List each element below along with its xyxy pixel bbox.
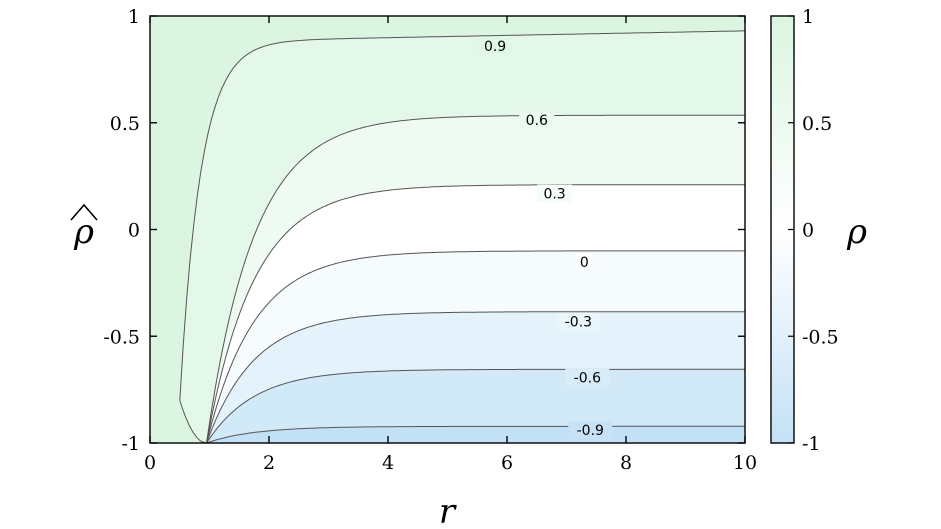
contour-label: -0.3 [565, 315, 592, 331]
contour-fills [150, 16, 745, 443]
colorbar-tick-label: -1 [802, 433, 821, 455]
y-tick-label: 0 [128, 220, 140, 242]
hat-accent [70, 203, 98, 221]
x-axis-title: r [439, 492, 457, 529]
contour-label: 0 [580, 255, 589, 271]
contour-label: 0.6 [526, 113, 548, 129]
plot-area: 0.9 0.6 0.3 0 -0.3 -0.6 -0.9 [150, 16, 745, 443]
contour-label-bg [537, 184, 573, 203]
y-axis-ticks: 1 0.5 0 -0.5 -1 [103, 6, 745, 455]
svg-text:ρ: ρ [73, 212, 94, 252]
contour-label-bg [519, 111, 555, 130]
contour-line [205, 368, 745, 443]
contour-label: -0.9 [577, 423, 604, 439]
x-tick-label: 4 [382, 452, 394, 474]
contour-label-bg [568, 420, 613, 439]
contour-label: 0.3 [543, 187, 565, 203]
contour-label-bg [477, 37, 513, 56]
contour-line [205, 311, 745, 443]
colorbar-tick-label: 1 [802, 6, 814, 28]
x-tick-label: 2 [263, 452, 275, 474]
y-tick-label: -1 [121, 433, 140, 455]
contour-line [205, 184, 745, 443]
x-tick-label: 0 [144, 452, 156, 474]
y-tick-label: 1 [128, 6, 140, 28]
y-axis-title: ρ [70, 203, 98, 252]
contour-line [206, 425, 745, 443]
colorbar-title: ρ [846, 212, 867, 252]
contour-label-bg [575, 252, 593, 271]
colorbar-tick-label: 0 [802, 220, 814, 242]
x-axis-ticks: 0 2 4 6 8 10 [144, 16, 757, 474]
y-tick-label: -0.5 [103, 326, 140, 348]
x-tick-label: 8 [620, 452, 632, 474]
contour-label-bg [556, 312, 601, 331]
contour-label: 0.9 [484, 39, 506, 55]
contour-line [205, 114, 745, 443]
x-tick-label: 10 [733, 452, 757, 474]
contour-labels: 0.9 0.6 0.3 0 -0.3 -0.6 -0.9 [477, 37, 613, 439]
colorbar-tick-label: -0.5 [802, 326, 839, 348]
contour-label-bg [565, 368, 610, 387]
x-tick-label: 6 [501, 452, 513, 474]
y-tick-label: 0.5 [110, 113, 140, 135]
colorbar-tick-label: 0.5 [802, 113, 832, 135]
contour-line [179, 30, 745, 443]
contour-lines [179, 30, 745, 443]
contour-label: -0.6 [574, 371, 601, 387]
contour-line [205, 250, 745, 443]
colorbar-ticks: 1 0.5 0 -0.5 -1 [788, 6, 839, 455]
